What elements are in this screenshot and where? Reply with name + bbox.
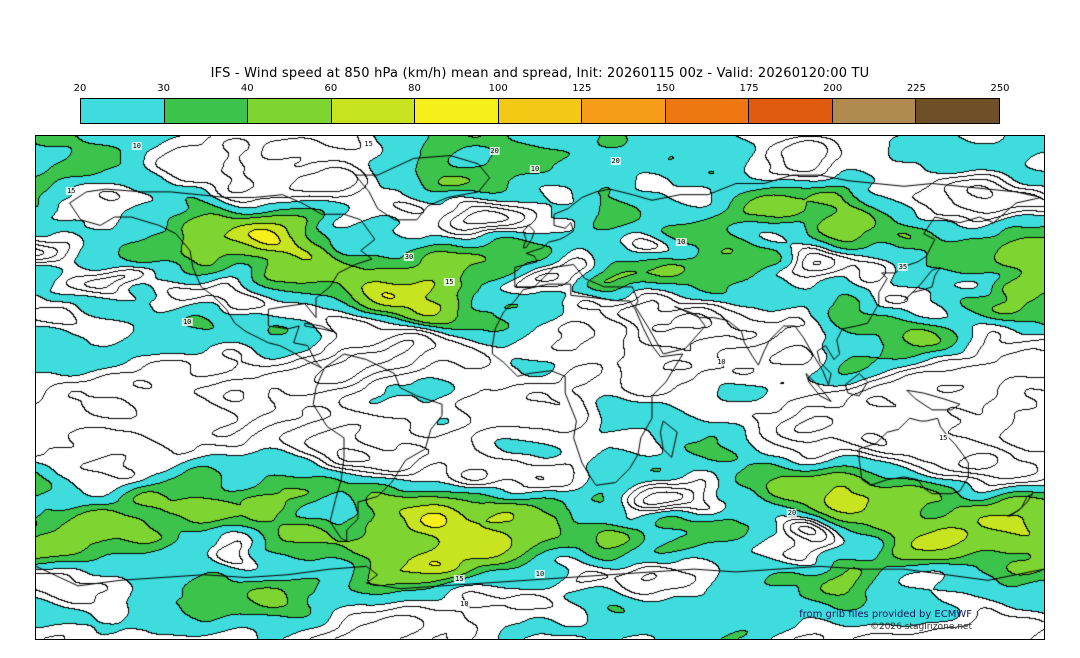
colorbar-tick-label: 80 [408,83,421,94]
colorbar-tick-label: 30 [157,83,170,94]
chart-title: IFS - Wind speed at 850 hPa (km/h) mean … [210,66,870,81]
colorbar-segment [832,99,917,123]
attribution-copyright: ©2026 stagirizone.net [869,622,972,632]
wind-field-canvas [36,136,1044,639]
contour-label: 10 [716,358,727,367]
colorbar-tick-label: 125 [572,83,592,94]
colorbar-segment [498,99,583,123]
attribution-source: from grib files provided by ECMWF [799,609,972,620]
colorbar-segment [248,99,332,123]
colorbar-tick-label: 225 [906,83,926,94]
contour-label: 15 [66,187,77,196]
contour-label: 15 [444,277,455,286]
contour-label: 10 [675,237,687,246]
colorbar-segment [916,99,1000,123]
colorbar-tick-label: 60 [324,83,338,94]
contour-label: 15 [937,433,949,442]
contour-label: 10 [529,164,541,173]
colorbar-tick-label: 40 [240,83,254,94]
colorbar-tick-labels: 20 30 40 60 80 100 125 150 175 200 225 250 [74,83,1010,96]
colorbar-tick-label: 20 [73,83,87,94]
contour-label: 30 [403,252,415,261]
contour-label: 15 [454,574,465,583]
colorbar-tick-label: 100 [488,83,508,94]
colorbar-tick-label: 175 [739,83,759,94]
colorbar [80,98,1000,124]
contour-label: 10 [459,599,470,608]
contour-label: 10 [131,142,143,151]
contour-label: 10 [181,318,193,327]
map-area: 10 15 20 10 20 15 10 35 30 15 10 10 15 20 10 15 10 from … [35,135,1045,640]
contour-label: 10 [534,569,546,578]
colorbar-segment [81,99,165,123]
colorbar-tick-label: 200 [823,83,843,94]
colorbar-tick-label: 150 [655,83,675,94]
contour-labels-layer: 10 15 20 10 20 15 10 35 30 15 10 10 15 20 10 15 10 [36,136,1044,639]
contour-label: 20 [610,157,621,166]
contour-label: 35 [897,262,909,271]
attribution: from grib files provided by ECMWF ©2026 … [799,609,972,632]
contour-label: 15 [363,139,374,148]
colorbar-segment [665,99,750,123]
colorbar-segment [415,99,499,123]
colorbar-segment [749,99,833,123]
colorbar-tick-label: 250 [990,83,1010,94]
contour-label: 20 [786,509,798,518]
colorbar-segment [164,99,249,123]
colorbar-segment [331,99,416,123]
colorbar-segment [582,99,666,123]
contour-label: 20 [489,147,500,156]
